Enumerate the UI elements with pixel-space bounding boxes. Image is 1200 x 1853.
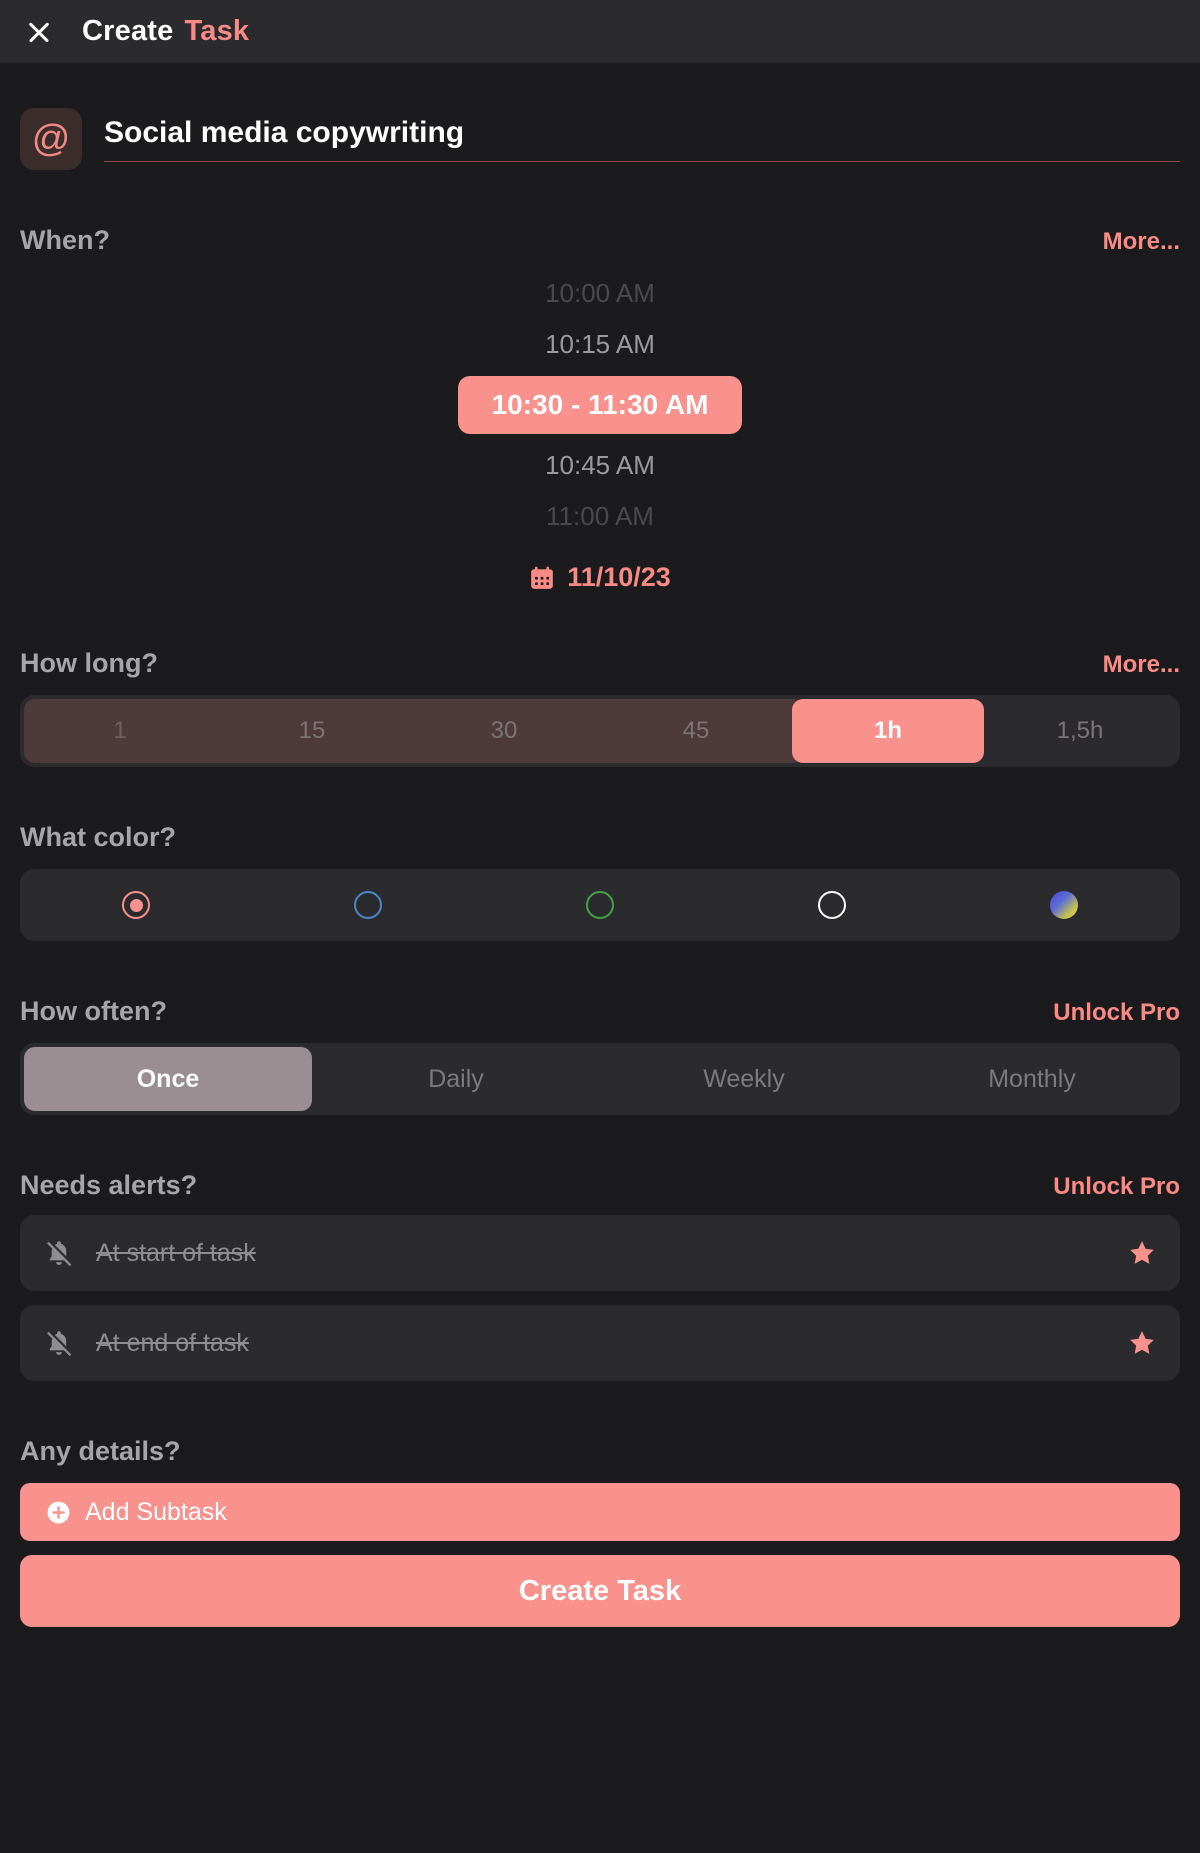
titlebar: Create Task [0, 0, 1200, 63]
alerts-label: Needs alerts? [20, 1170, 198, 1200]
bell-off-icon [47, 1240, 73, 1267]
page-title-accent: Task [184, 15, 250, 47]
alerts-unlock-pro-link[interactable]: Unlock Pro [1053, 1173, 1180, 1200]
calendar-icon [531, 566, 554, 589]
color-section-header: What color? [20, 822, 1180, 853]
color-swatch-blue[interactable] [252, 891, 484, 919]
color-swatch-ring [586, 891, 614, 919]
duration-slider-steps: 1 15 30 45 1h 1,5h [24, 699, 1176, 763]
alerts-section-header: Needs alerts? Unlock Pro [20, 1170, 1180, 1201]
duration-section-header: How long? More... [20, 648, 1180, 679]
add-subtask-label: Add Subtask [85, 1497, 227, 1526]
duration-label: How long? [20, 648, 158, 678]
page-title: Create Task [82, 15, 249, 48]
color-swatch-white[interactable] [716, 891, 948, 919]
time-option-selected[interactable]: 10:30 - 11:30 AM [457, 376, 743, 434]
task-title-input[interactable]: Social media copywriting [104, 116, 1180, 162]
create-task-label: Create Task [518, 1574, 682, 1607]
plus-circle-icon [47, 1501, 70, 1523]
duration-slider[interactable]: 1 15 30 45 1h 1,5h [20, 695, 1180, 767]
alert-label: At end of task [96, 1328, 249, 1357]
color-swatch-gradient[interactable] [948, 891, 1180, 919]
form-body: @ Social media copywriting When? More...… [0, 63, 1200, 1627]
repeat-section-header: How often? Unlock Pro [20, 996, 1180, 1027]
repeat-unlock-pro-link[interactable]: Unlock Pro [1053, 999, 1180, 1026]
color-swatch-selected-ring [122, 891, 150, 919]
color-swatch-gradient-fill [1050, 891, 1078, 919]
duration-slider-fill [24, 699, 804, 763]
duration-step-15[interactable]: 15 [298, 717, 326, 744]
repeat-label: How often? [20, 996, 167, 1026]
repeat-option-once[interactable]: Once [24, 1047, 312, 1111]
close-icon[interactable] [22, 15, 56, 49]
date-value: 11/10/23 [567, 562, 671, 592]
time-option[interactable]: 11:00 AM [546, 501, 654, 531]
repeat-option-daily[interactable]: Daily [428, 1065, 484, 1093]
repeat-option-weekly[interactable]: Weekly [703, 1065, 785, 1093]
color-swatch-bar [20, 869, 1180, 941]
star-icon[interactable] [1128, 1329, 1156, 1357]
repeat-option-monthly[interactable]: Monthly [988, 1065, 1076, 1093]
duration-step-45[interactable]: 45 [682, 717, 710, 744]
duration-step-30[interactable]: 30 [490, 717, 518, 744]
time-picker-wheel[interactable]: 10:00 AM 10:15 AM 10:30 - 11:30 AM 10:45… [20, 268, 1180, 542]
color-swatch-ring [818, 891, 846, 919]
alert-row-start[interactable]: At start of task [20, 1215, 1180, 1291]
date-picker[interactable]: 11/10/23 [20, 562, 1180, 593]
task-title-row: @ Social media copywriting [20, 63, 1180, 170]
color-swatch-ring [354, 891, 382, 919]
color-swatch-salmon[interactable] [20, 891, 252, 919]
repeat-segmented-control: Once Daily Weekly Monthly [20, 1043, 1180, 1115]
alert-row-end[interactable]: At end of task [20, 1305, 1180, 1381]
duration-step-1h[interactable]: 1h [792, 699, 984, 763]
create-task-button[interactable]: Create Task [20, 1555, 1180, 1627]
task-title-value: Social media copywriting [104, 116, 465, 149]
color-label: What color? [20, 822, 176, 852]
color-swatch-dot [129, 898, 143, 912]
when-more-link[interactable]: More... [1102, 228, 1180, 255]
page-title-main: Create [82, 15, 174, 47]
details-section-header: Any details? [20, 1436, 1180, 1467]
when-label: When? [20, 225, 110, 255]
add-subtask-button[interactable]: Add Subtask [20, 1483, 1180, 1541]
time-option[interactable]: 10:00 AM [545, 278, 655, 308]
bell-off-icon [47, 1330, 73, 1357]
duration-step-1[interactable]: 1 [113, 717, 127, 744]
alert-label: At start of task [96, 1238, 256, 1267]
time-option[interactable]: 10:45 AM [545, 450, 655, 480]
details-label: Any details? [20, 1436, 181, 1466]
time-option[interactable]: 10:15 AM [545, 329, 655, 359]
when-section-header: When? More... [20, 225, 1180, 256]
color-swatch-green[interactable] [484, 891, 716, 919]
at-sign-icon[interactable]: @ [20, 108, 82, 170]
duration-more-link[interactable]: More... [1102, 651, 1180, 678]
duration-step-1-5h[interactable]: 1,5h [1056, 717, 1104, 744]
star-icon[interactable] [1128, 1239, 1156, 1267]
